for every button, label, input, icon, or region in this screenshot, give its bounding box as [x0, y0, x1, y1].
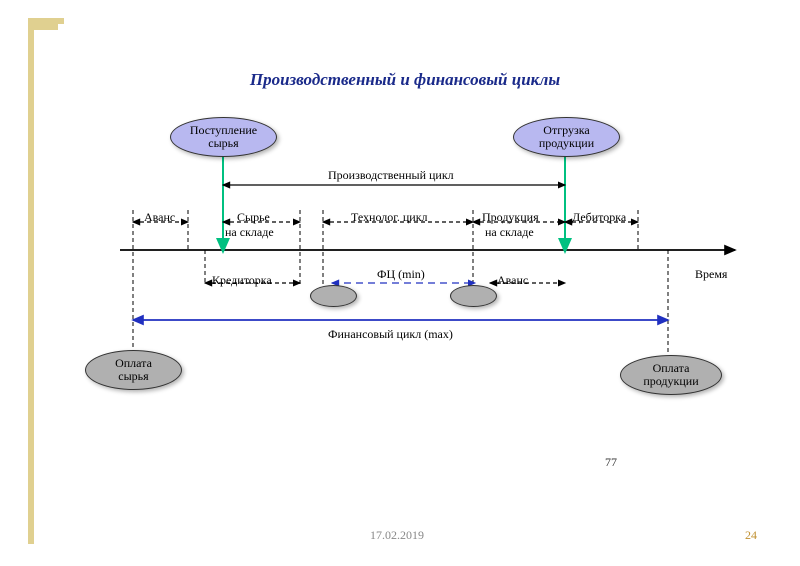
label-debitor: Дебиторка	[572, 210, 626, 225]
slide-number: 24	[745, 528, 757, 543]
label-fin_cycle: Финансовый цикл (max)	[328, 327, 453, 342]
ellipse-pay_prod: Оплатапродукции	[620, 355, 722, 395]
ellipse-receipt: Поступлениесырья	[170, 117, 277, 157]
label-advance1: Аванс	[144, 210, 175, 225]
ellipse-small2	[450, 285, 497, 307]
label-prod_stock: Продукция	[482, 210, 539, 225]
footer-date: 17.02.2019	[370, 528, 424, 543]
ellipse-pay_raw: Оплатасырья	[85, 350, 182, 390]
label-advance2: Аванс	[497, 273, 528, 288]
page-number: 77	[605, 455, 617, 470]
ellipse-small1	[310, 285, 357, 307]
slide-decoration	[28, 18, 64, 544]
diagram-canvas: Производственный и финансовый циклы Пост…	[65, 70, 745, 490]
label-creditor: Кредиторка	[212, 273, 272, 288]
ellipse-shipment: Отгрузкапродукции	[513, 117, 620, 157]
label-time: Время	[695, 267, 727, 282]
label-raw_stock: Сырье	[237, 210, 270, 225]
label-tech_cycle: Технолог. цикл	[351, 210, 428, 225]
label-fc_min: ФЦ (min)	[377, 267, 425, 282]
label-prod_cycle: Производственный цикл	[328, 168, 454, 183]
label-raw_stock2: на складе	[225, 225, 274, 240]
label-prod_stock2: на складе	[485, 225, 534, 240]
